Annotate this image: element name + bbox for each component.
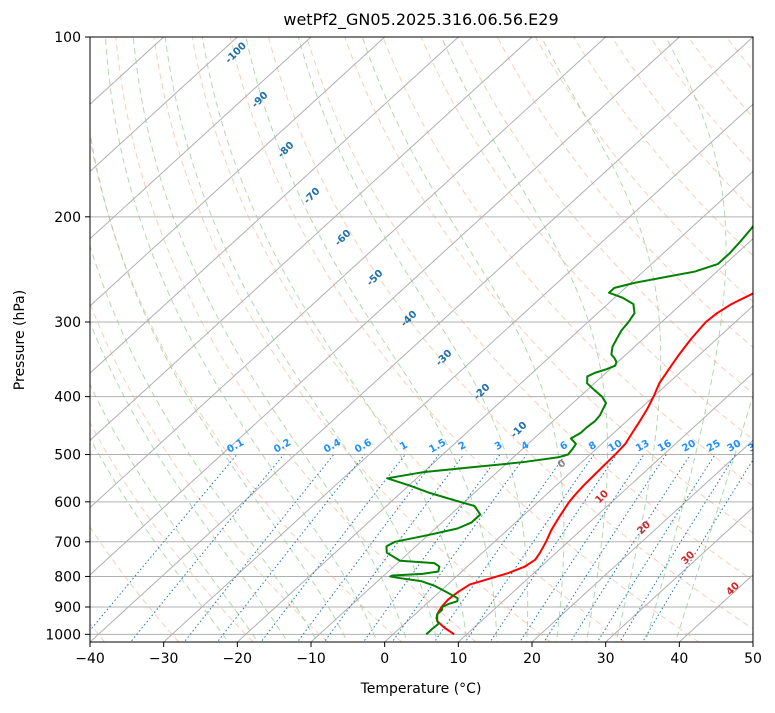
dry-adiabat-label: 30	[679, 549, 697, 567]
moist-adiabat-label: -40	[399, 309, 420, 330]
moist-adiabat-label: -100	[223, 40, 249, 66]
mixing-ratio-line	[487, 455, 617, 647]
x-tick-label: 20	[523, 651, 541, 667]
y-tick-label: 300	[54, 315, 81, 331]
chart-title: wetPf2_GN05.2025.316.06.56.E29	[283, 10, 558, 30]
dry-adiabat	[726, 37, 775, 642]
mixing-ratio-label: 4	[520, 440, 532, 453]
mixing-ratio-line	[640, 455, 757, 647]
y-tick-label: 700	[54, 535, 81, 551]
y-tick-label: 600	[54, 495, 81, 511]
y-axis-label: Pressure (hPa)	[12, 290, 28, 390]
x-tick-label: 40	[670, 651, 688, 667]
moist-adiabat	[246, 37, 497, 647]
moist-adiabat-label: -70	[302, 186, 323, 207]
mixing-ratio-label: 8	[587, 440, 599, 453]
y-tick-label: 500	[54, 448, 81, 464]
dry-adiabat	[765, 37, 775, 642]
isotherm	[16, 37, 679, 642]
mixing-ratio-line	[517, 455, 644, 647]
x-tick-label: −20	[223, 651, 253, 667]
mixing-ratio-line	[541, 455, 666, 647]
moist-adiabat	[18, 37, 261, 647]
isotherm	[0, 37, 458, 642]
dry-adiabat	[40, 37, 328, 642]
moist-adiabat	[541, 37, 660, 647]
mixing-ratio-label: 16	[656, 438, 674, 455]
moist-adiabat-label: -20	[472, 382, 493, 403]
mixing-ratio-line	[389, 455, 527, 647]
moist-adiabat-label: -10	[509, 420, 530, 441]
mixing-ratio-line	[213, 455, 364, 647]
y-tick-label: 800	[54, 569, 81, 585]
moist-adiabat-label: -60	[333, 228, 354, 249]
moist-adiabat	[81, 37, 350, 647]
dry-adiabat	[536, 37, 775, 642]
moist-adiabat	[105, 37, 379, 647]
x-tick-label: −40	[75, 651, 105, 667]
dry-adiabat-label: 40	[724, 580, 742, 598]
moist-adiabat	[165, 37, 438, 647]
y-tick-label: 1000	[45, 627, 81, 643]
mixing-ratio-label: 0.2	[272, 437, 293, 455]
mixing-ratio-label: 1	[398, 440, 410, 453]
mixing-ratio-line	[360, 455, 500, 647]
x-tick-label: 30	[597, 651, 615, 667]
moist-adiabat	[202, 37, 467, 647]
x-tick-label: −10	[296, 651, 326, 667]
dry-adiabat	[154, 37, 550, 642]
y-tick-label: 400	[54, 390, 81, 406]
moist-adiabat-label: -90	[250, 90, 271, 111]
dry-adiabat-label: 10	[593, 488, 611, 506]
mixing-ratio-line	[431, 455, 566, 647]
dry-adiabat	[650, 37, 775, 642]
x-tick-label: −30	[149, 651, 179, 667]
moist-adiabat-label: -30	[434, 348, 455, 369]
mixing-ratio-line	[617, 455, 736, 647]
isotherm	[0, 37, 532, 642]
mixing-ratio-label: 36	[746, 438, 764, 455]
dry-adiabat	[230, 37, 699, 642]
x-axis-label: Temperature (°C)	[360, 681, 482, 697]
moist-adiabat-label: -50	[365, 268, 386, 289]
moist-adiabat-label: -80	[276, 140, 297, 161]
isotherm	[0, 37, 237, 642]
dry-adiabat	[421, 37, 775, 642]
dry-adiabat	[269, 37, 774, 642]
y-tick-label: 200	[54, 210, 81, 226]
mixing-ratio-label: 6	[558, 440, 570, 453]
mixing-ratio-line	[257, 455, 405, 647]
isotherm	[0, 37, 606, 642]
y-tick-label: 900	[54, 600, 81, 616]
isotherm	[0, 37, 385, 642]
x-tick-label: 10	[449, 651, 467, 667]
y-tick-label: 100	[54, 30, 81, 46]
dry-adiabat	[345, 37, 775, 642]
x-tick-label: 0	[380, 651, 389, 667]
mixing-ratio-label: 0.1	[225, 437, 246, 455]
x-tick-label: 50	[744, 651, 762, 667]
isotherm	[164, 37, 775, 642]
mixing-ratio-line	[127, 455, 284, 647]
background-lines	[0, 37, 775, 647]
mixing-ratio-line	[76, 455, 237, 647]
mixing-ratio-label: 25	[705, 438, 723, 455]
dry-adiabat-label: 0	[556, 458, 569, 471]
mixing-ratio-line	[462, 455, 594, 647]
dry-adiabat	[688, 37, 775, 642]
isotherm	[753, 37, 775, 642]
dry-adiabat	[574, 37, 775, 642]
